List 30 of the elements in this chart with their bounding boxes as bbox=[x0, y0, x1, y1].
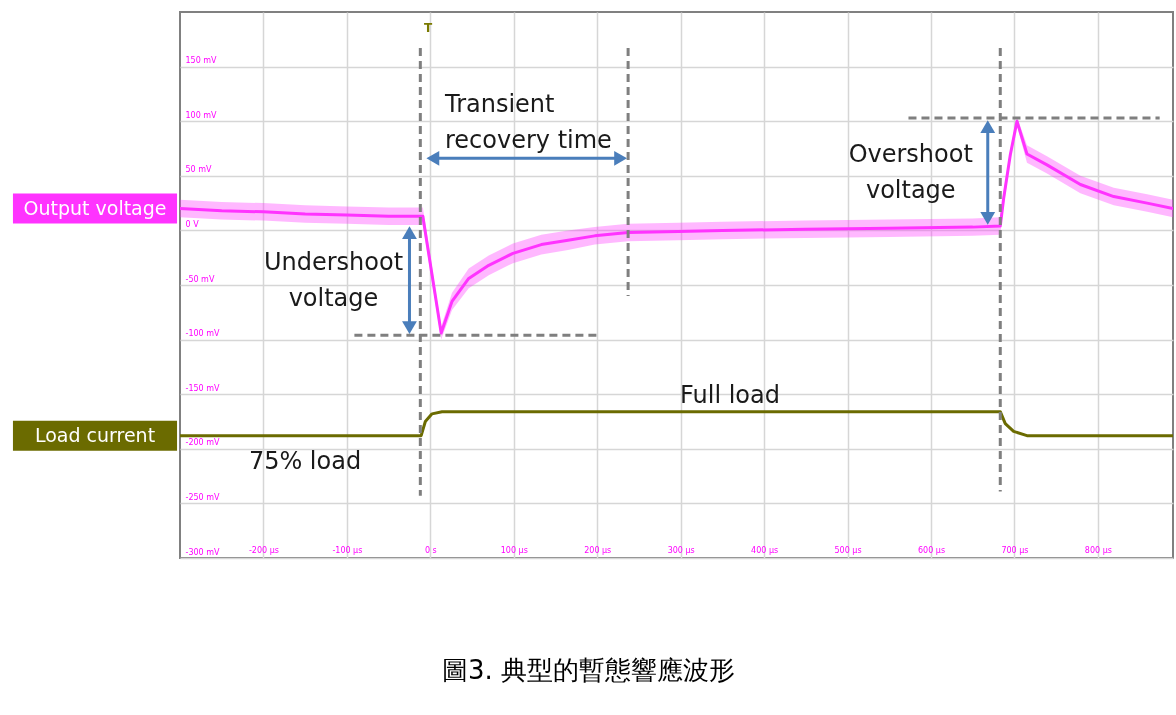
x-tick-label: 700 µs bbox=[1001, 545, 1029, 555]
y-tick-label: -50 mV bbox=[185, 274, 215, 284]
x-tick-label: 400 µs bbox=[751, 545, 779, 555]
y-tick-label: 150 mV bbox=[185, 56, 218, 66]
y-tick-label: -300 mV bbox=[185, 547, 220, 557]
x-tick-label: 600 µs bbox=[917, 545, 946, 555]
y-tick-label: 100 mV bbox=[185, 110, 218, 120]
annotation: Transient recovery time bbox=[444, 90, 612, 154]
series-label: Output voltage bbox=[23, 196, 167, 219]
y-tick-label: -100 mV bbox=[185, 329, 220, 339]
x-tick-label: 100 µs bbox=[500, 545, 528, 555]
annotation: Undershoot voltage bbox=[263, 247, 404, 312]
text: 圖3. 典型的暫態響應波形 bbox=[441, 655, 736, 685]
annotation: 75% load bbox=[248, 447, 362, 475]
annotation: T bbox=[423, 21, 433, 35]
y-tick-label: -250 mV bbox=[185, 492, 220, 502]
x-tick-label: -200 µs bbox=[248, 545, 279, 555]
series-label: Load current bbox=[34, 423, 156, 446]
x-tick-label: 200 µs bbox=[584, 545, 612, 555]
x-tick-label: -100 µs bbox=[332, 545, 363, 555]
annotation: Full load bbox=[680, 381, 780, 409]
x-tick-label: 800 µs bbox=[1084, 545, 1112, 555]
y-tick-label: 50 mV bbox=[185, 165, 213, 175]
y-tick-label: -150 mV bbox=[185, 383, 220, 393]
y-tick-label: -200 mV bbox=[185, 438, 220, 448]
x-tick-label: 0 s bbox=[424, 545, 437, 555]
annotation: Overshoot voltage bbox=[848, 140, 973, 205]
y-tick-label: 0 V bbox=[185, 219, 200, 229]
x-tick-label: 500 µs bbox=[834, 545, 862, 555]
x-tick-label: 300 µs bbox=[667, 545, 695, 555]
